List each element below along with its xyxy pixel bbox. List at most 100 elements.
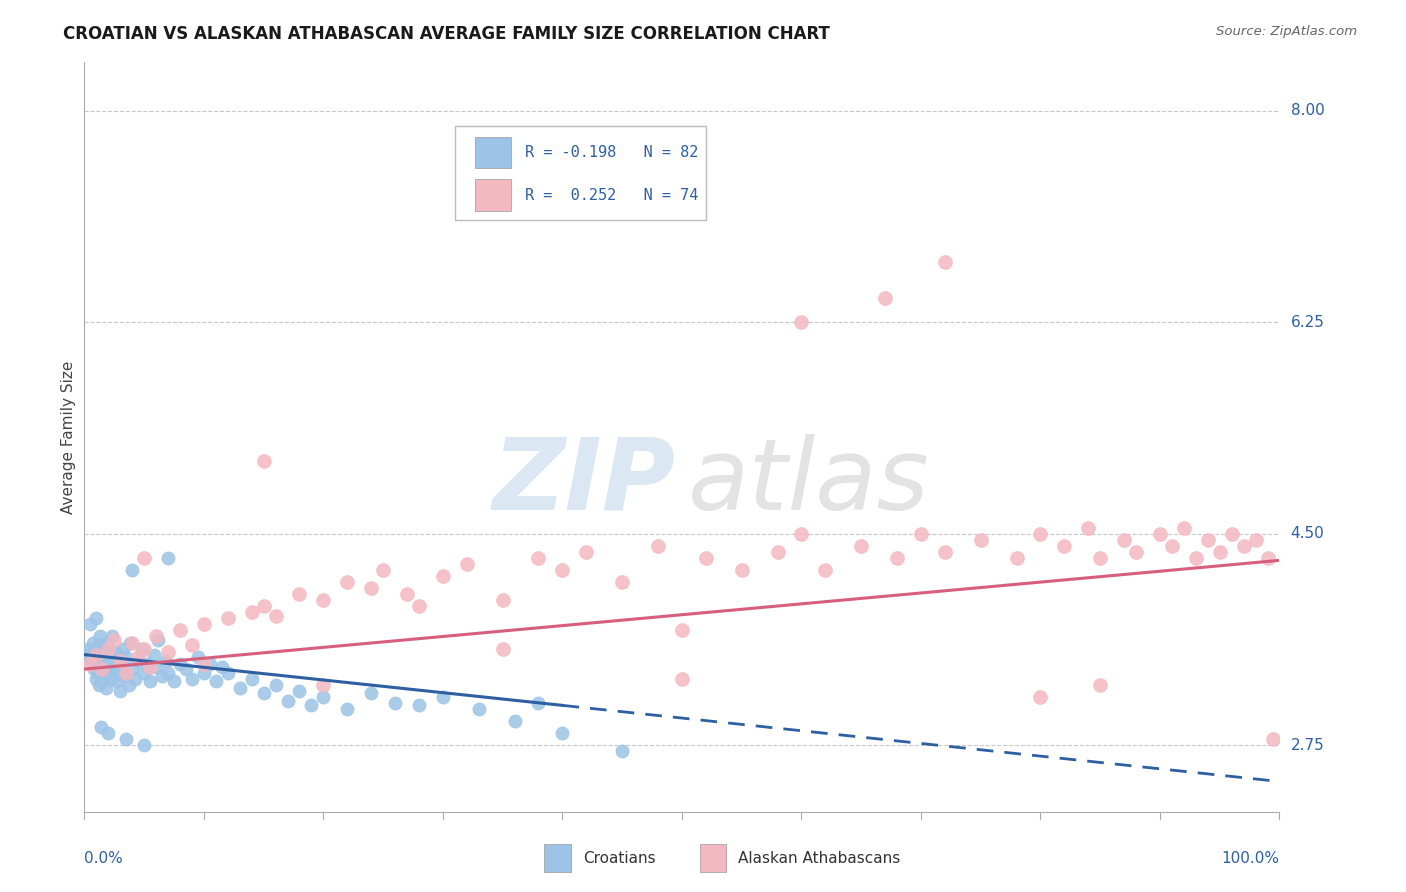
Point [695, 550, 717, 565]
Point [86, 648, 108, 662]
Point [612, 575, 634, 590]
Point [131, 641, 153, 656]
Point [115, 650, 138, 665]
Point [91, 648, 114, 662]
Point [612, 744, 634, 758]
Point [312, 593, 335, 607]
Point [100, 672, 122, 686]
Point [93, 659, 115, 673]
Point [288, 587, 311, 601]
Point [1233, 539, 1256, 553]
Point [77, 641, 100, 656]
Point [1125, 545, 1147, 559]
Point [124, 672, 146, 686]
Point [336, 575, 359, 590]
Point [934, 545, 956, 559]
Point [97, 641, 120, 656]
Point [79, 650, 101, 665]
Point [97, 641, 120, 656]
Point [90, 662, 112, 676]
Point [193, 617, 215, 632]
Point [1185, 550, 1208, 565]
Point [89, 657, 111, 672]
Point [1005, 550, 1028, 565]
Point [169, 624, 191, 638]
Text: atlas: atlas [688, 434, 929, 531]
Point [127, 654, 149, 668]
Point [132, 738, 156, 752]
Point [84, 645, 107, 659]
Point [89, 630, 111, 644]
Bar [700, 844, 725, 872]
Point [103, 633, 125, 648]
Point [198, 657, 221, 672]
Text: 2.75: 2.75 [1291, 738, 1324, 753]
Point [94, 650, 117, 665]
Point [527, 696, 550, 710]
Point [80, 657, 103, 672]
Text: 100.0%: 100.0% [1222, 851, 1279, 865]
Point [1257, 550, 1279, 565]
Point [187, 650, 209, 665]
Text: 4.50: 4.50 [1291, 526, 1324, 541]
Point [217, 611, 239, 625]
Point [121, 662, 143, 676]
Point [432, 569, 454, 583]
Point [503, 714, 526, 728]
Point [492, 641, 515, 656]
Point [150, 669, 173, 683]
Point [1029, 690, 1052, 704]
Bar [544, 844, 571, 872]
Point [766, 545, 789, 559]
Point [181, 672, 204, 686]
Point [360, 686, 382, 700]
Point [1090, 678, 1112, 692]
Point [229, 681, 252, 696]
Point [875, 291, 897, 305]
Point [384, 696, 406, 710]
Point [886, 550, 908, 565]
Point [111, 641, 134, 656]
Point [1090, 550, 1112, 565]
Point [790, 526, 813, 541]
Point [336, 702, 359, 716]
Point [163, 674, 186, 689]
Point [731, 563, 754, 577]
Point [211, 659, 233, 673]
Point [105, 674, 128, 689]
Point [157, 645, 180, 659]
Point [301, 698, 323, 713]
Point [139, 674, 162, 689]
Point [155, 654, 177, 668]
Text: R =  0.252   N = 74: R = 0.252 N = 74 [526, 187, 699, 202]
Point [277, 693, 299, 707]
Point [145, 630, 167, 644]
Text: 8.00: 8.00 [1291, 103, 1324, 119]
Point [910, 526, 932, 541]
Text: 0.0%: 0.0% [84, 851, 124, 865]
Point [373, 563, 395, 577]
Point [83, 662, 105, 676]
Text: 6.25: 6.25 [1291, 315, 1324, 330]
Point [575, 545, 598, 559]
Point [1220, 526, 1243, 541]
Point [1244, 533, 1267, 547]
Bar [475, 136, 510, 168]
FancyBboxPatch shape [456, 126, 706, 219]
Point [217, 665, 239, 680]
Point [647, 539, 669, 553]
Point [432, 690, 454, 704]
Point [1149, 526, 1171, 541]
Point [132, 665, 156, 680]
Point [112, 669, 135, 683]
Point [1197, 533, 1219, 547]
Point [814, 563, 837, 577]
Point [104, 645, 127, 659]
Text: Croatians: Croatians [582, 851, 655, 865]
Point [240, 605, 263, 619]
Point [527, 550, 550, 565]
Point [456, 557, 478, 571]
Point [934, 255, 956, 269]
Point [312, 678, 335, 692]
Point [79, 657, 101, 672]
